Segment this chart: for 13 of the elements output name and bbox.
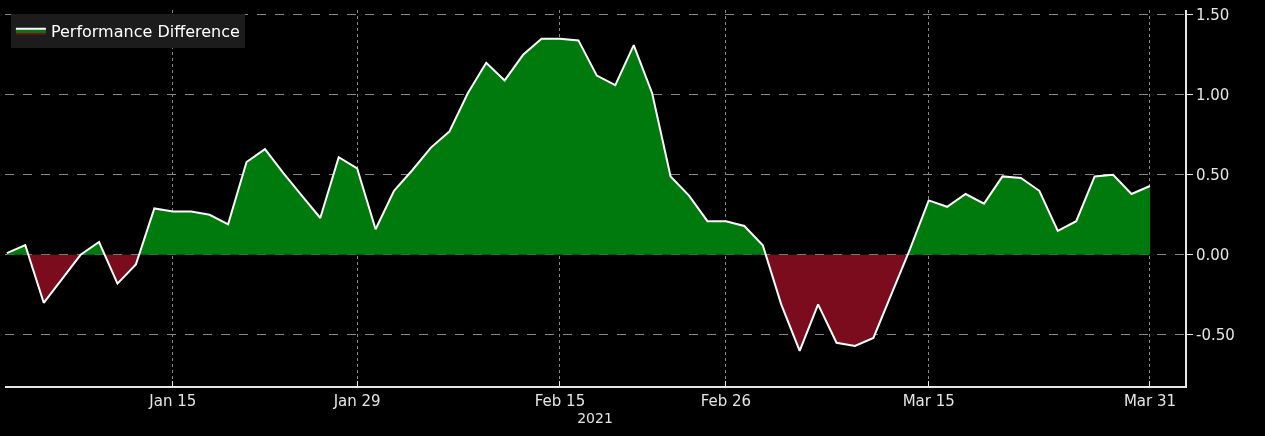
x-tick-label: Jan 29 — [332, 392, 381, 410]
x-tick-label: Feb 26 — [700, 392, 752, 410]
y-tick-label: 1.50 — [1196, 6, 1230, 25]
legend-label: Performance Difference — [50, 21, 240, 41]
x-tick-label: Feb 15 — [534, 392, 586, 410]
x-axis-title: 2021 — [577, 410, 613, 426]
x-tick-label: Mar 31 — [1123, 392, 1177, 410]
x-tick-label: Mar 15 — [902, 392, 955, 410]
x-tick-label: Jan 15 — [148, 392, 197, 410]
y-tick-label: -0.50 — [1196, 326, 1235, 345]
y-tick-label: 1.00 — [1196, 86, 1230, 105]
y-tick-label: 0.50 — [1196, 166, 1230, 185]
y-tick-label: 0.00 — [1196, 246, 1230, 265]
